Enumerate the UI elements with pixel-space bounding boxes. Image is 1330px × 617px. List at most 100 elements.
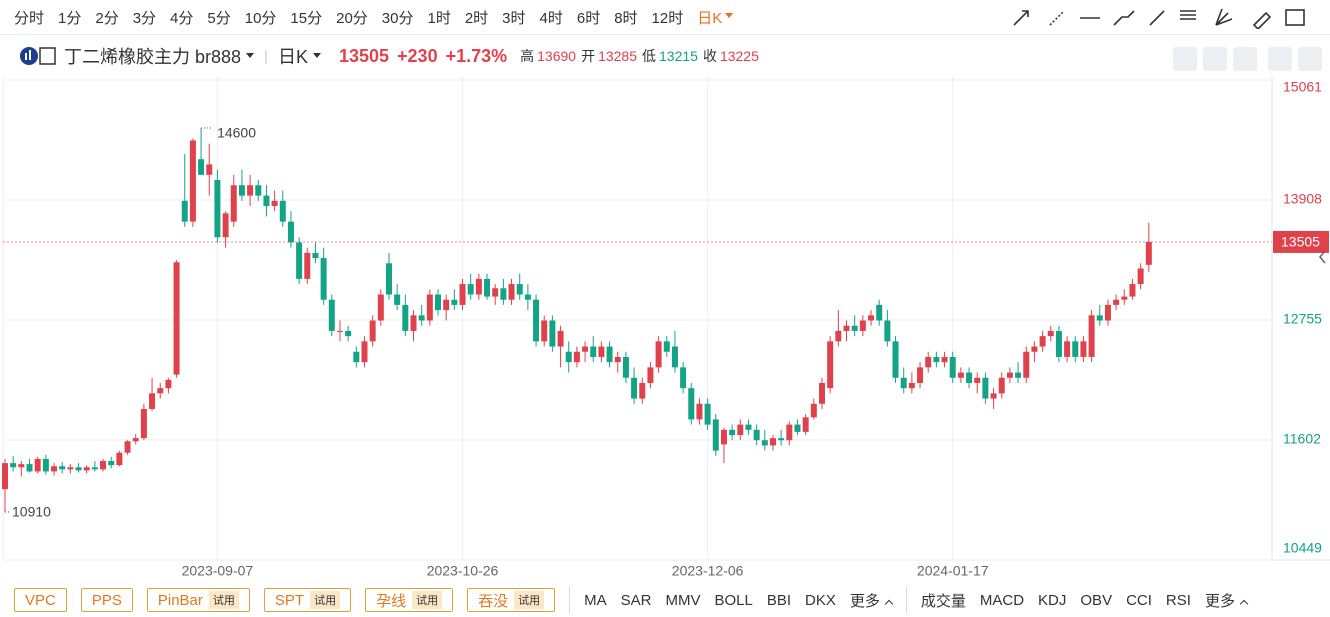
main-indicator[interactable]: SAR (620, 591, 652, 609)
chart-button[interactable] (1298, 47, 1322, 71)
candle-body (957, 372, 964, 378)
candle-body (287, 221, 294, 243)
ray-tool[interactable] (1049, 10, 1065, 26)
candle-body (917, 367, 924, 383)
candle-body (328, 299, 335, 331)
pattern-name: SPT (274, 591, 305, 609)
separator (905, 586, 907, 614)
candle-body (67, 467, 74, 470)
stats: 高 13690 开 13285 低 13215 收 13225 (515, 46, 759, 66)
candle-body (966, 372, 973, 383)
period-option[interactable]: 3分 (132, 9, 157, 27)
candle-body (761, 440, 768, 446)
fan-tool[interactable] (1215, 8, 1233, 26)
main-indicator[interactable]: MMV (665, 591, 701, 609)
pattern-button[interactable]: SPT 试用 (263, 588, 352, 612)
candle-body (149, 393, 156, 409)
period-option[interactable]: 1时 (427, 9, 451, 27)
candle-body (1121, 296, 1128, 300)
period-option[interactable]: 20分 (336, 9, 368, 27)
candle-body (1129, 284, 1136, 297)
period-option[interactable]: 15分 (290, 9, 323, 27)
period-option[interactable]: 6时 (576, 9, 601, 27)
main-indicator[interactable]: BOLL (714, 591, 753, 609)
period-option[interactable]: 1分 (58, 9, 82, 27)
pen-tool[interactable] (1252, 11, 1272, 29)
period-option[interactable]: 4分 (170, 9, 194, 27)
symbol[interactable]: 丁二烯橡胶主力 br888 (64, 43, 254, 69)
candle-body (941, 356, 948, 363)
period-option[interactable]: 2分 (95, 9, 119, 27)
candle-body (778, 438, 785, 441)
period-option[interactable]: 30分 (381, 9, 414, 27)
sub-indicator[interactable]: 成交量 (920, 592, 966, 610)
candle-body (524, 294, 531, 300)
period-option[interactable]: 日K (697, 10, 733, 27)
y-tick-label: 11602 (1283, 431, 1321, 447)
period-option[interactable]: 5分 (207, 9, 231, 27)
candle-body (353, 351, 360, 363)
chart-button[interactable] (1233, 47, 1257, 71)
candle-body (189, 140, 196, 222)
logo (20, 47, 56, 65)
candle-body (819, 382, 825, 404)
arrow-tool[interactable] (1013, 10, 1029, 26)
candle-body (443, 299, 450, 311)
candle-body (34, 458, 41, 472)
candle-body (516, 284, 523, 295)
candle-body (900, 377, 907, 389)
candle-body (990, 393, 997, 399)
candle-body (998, 377, 1005, 394)
pattern-button[interactable]: 吞没 试用 (467, 588, 556, 612)
x-tick-label: 2023-12-06 (672, 563, 744, 579)
line-tool[interactable] (1149, 10, 1165, 26)
sub-indicator[interactable]: 更多 (1205, 590, 1247, 611)
candle-body (304, 252, 311, 279)
pattern-button[interactable]: PPS (80, 588, 133, 612)
chart-button[interactable] (1203, 47, 1227, 71)
period-option[interactable]: 10分 (244, 9, 277, 27)
max-label: 14600 (217, 125, 256, 141)
candle-body (851, 325, 858, 331)
chart-button[interactable] (1173, 47, 1197, 71)
sub-indicator[interactable]: OBV (1080, 591, 1113, 609)
main-indicator[interactable]: DKX (805, 591, 836, 609)
x-tick-label: 2023-09-07 (182, 563, 254, 579)
candle-body (2, 463, 8, 490)
sub-indicator[interactable]: CCI (1126, 591, 1152, 609)
candle-body (729, 429, 736, 436)
main-indicator[interactable]: 更多 (850, 590, 892, 611)
period-option[interactable]: 3时 (502, 9, 526, 27)
sub-indicator[interactable]: KDJ (1038, 591, 1067, 609)
candle-body (582, 346, 589, 352)
pattern-button[interactable]: VPC (14, 588, 67, 612)
segment-tool[interactable] (1113, 10, 1135, 26)
period-option[interactable]: 4时 (539, 9, 563, 27)
period-option[interactable]: 12时 (651, 9, 684, 27)
candle-body (214, 180, 221, 238)
period-option[interactable]: 8时 (614, 9, 638, 27)
candle-body (631, 377, 638, 399)
candle-body (312, 252, 319, 259)
sub-indicator[interactable]: RSI (1165, 591, 1191, 609)
candle-body (255, 185, 262, 196)
main-indicator[interactable]: MA (584, 591, 607, 609)
candle-body (1023, 351, 1030, 378)
period-option[interactable]: 2时 (464, 9, 489, 27)
pattern-button[interactable]: 孕线 试用 (365, 588, 454, 612)
candle-body (786, 424, 793, 441)
sub-indicator[interactable]: MACD (979, 591, 1025, 609)
fib-tool[interactable] (1180, 10, 1196, 20)
pattern-button[interactable]: PinBar 试用 (146, 588, 250, 612)
period-option[interactable]: 分时 (14, 9, 45, 27)
candle-body (345, 330, 352, 337)
image-tool[interactable] (1285, 9, 1305, 26)
candle-body (557, 330, 564, 347)
period[interactable]: 日K (278, 43, 321, 69)
stat-value: 13225 (719, 48, 759, 64)
candle-body (1104, 304, 1111, 321)
stat-label: 开 (581, 48, 596, 64)
main-indicator[interactable]: BBI (766, 591, 791, 609)
chart-button[interactable] (1268, 47, 1292, 71)
